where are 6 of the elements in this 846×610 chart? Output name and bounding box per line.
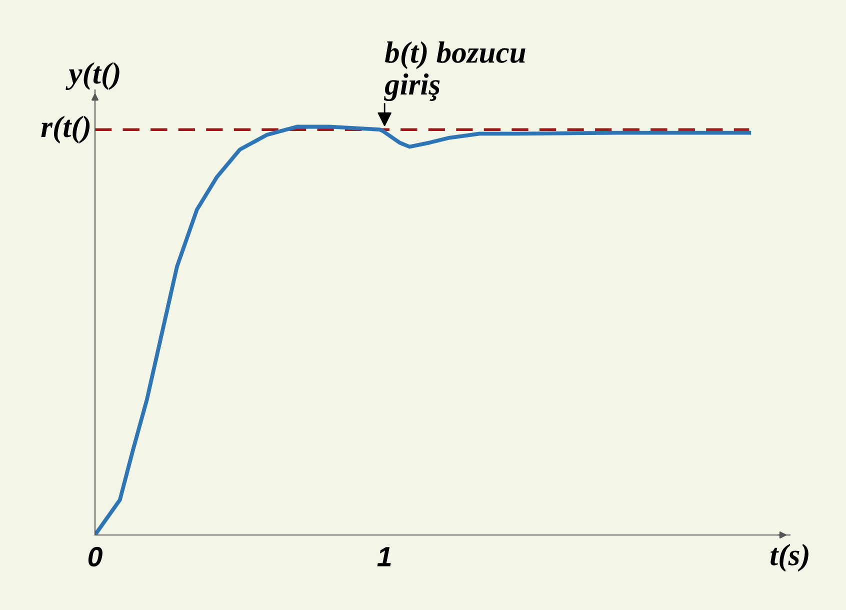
x-axis-title: t(s) [770,544,808,572]
x-tick-label: 1 [377,547,391,566]
x-tick-label: 0 [88,546,102,567]
annotation: b(t) bozucu giriş [384,41,526,102]
y-axis-title: y(t() [66,62,120,90]
ref-line-label: r(t() [41,116,90,144]
